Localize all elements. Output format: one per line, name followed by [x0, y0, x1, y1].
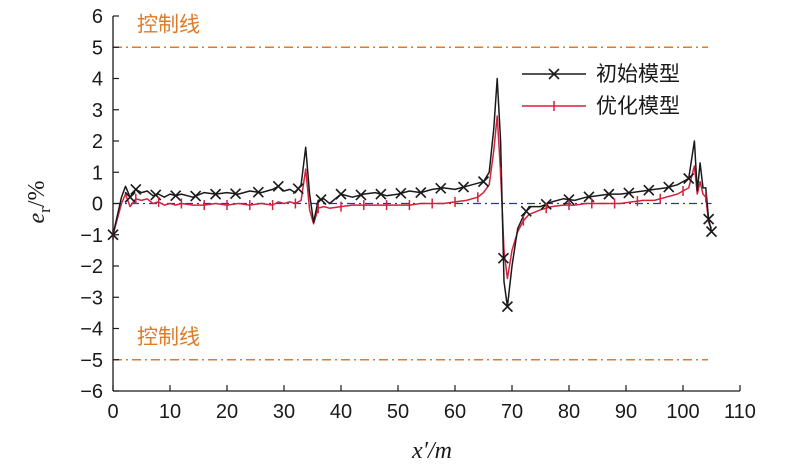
x-tick-label: 60	[444, 401, 466, 423]
marker-initial	[705, 226, 718, 238]
y-tick-label: −6	[80, 381, 103, 403]
y-tick-label: −2	[80, 256, 103, 278]
x-tick-label: 40	[330, 401, 352, 423]
x-tick-label: 110	[724, 401, 756, 423]
y-axis-title: er/%	[24, 181, 54, 224]
x-tick-label: 20	[216, 401, 238, 423]
marker-initial	[315, 194, 327, 206]
marker-initial	[643, 184, 655, 196]
marker-initial	[603, 188, 615, 200]
svg-text:er/%: er/%	[24, 181, 54, 224]
marker-initial	[130, 183, 142, 196]
series-line-initial	[112, 77, 713, 308]
y-tick-label: 0	[92, 194, 103, 216]
x-tick-label: 70	[501, 401, 523, 423]
x-tick-label: 30	[273, 401, 295, 423]
marker-initial	[623, 187, 635, 199]
marker-initial	[190, 190, 202, 202]
marker-initial	[124, 191, 136, 203]
marker-initial	[663, 181, 675, 193]
y-tick-label: −4	[80, 319, 103, 341]
x-tick-label: 10	[159, 401, 181, 423]
marker-initial	[501, 301, 514, 313]
marker-initial	[415, 186, 427, 199]
x-ticks: 0 10 20 30 40 50 60 70 80 90 100 110	[107, 385, 756, 423]
marker-initial	[229, 188, 242, 200]
marker-initial	[703, 213, 715, 225]
y-ticks: −6 −5 −4 −3 −2 −1 0 1 2 3 4 5 6	[80, 6, 119, 403]
x-tick-label: 90	[615, 401, 637, 423]
series-lines	[112, 77, 713, 308]
x-axis-title: x′/m	[411, 438, 452, 464]
marker-initial	[683, 172, 695, 185]
marker-initial	[457, 181, 470, 193]
series-line-optimized	[112, 115, 713, 280]
marker-initial	[375, 188, 387, 200]
y-tick-label: −3	[80, 287, 103, 309]
marker-initial	[252, 186, 264, 198]
y-tick-label: −1	[80, 225, 103, 247]
y-tick-label: 5	[92, 37, 103, 59]
y-tick-label: 3	[92, 100, 103, 122]
marker-initial	[477, 176, 490, 188]
marker-initial	[170, 190, 182, 202]
marker-initial	[272, 180, 284, 192]
marker-initial	[292, 183, 304, 195]
control-line-label-1: 控制线	[137, 12, 200, 36]
y-tick-label: 4	[92, 69, 103, 91]
marker-initial	[520, 205, 532, 217]
marker-initial	[335, 188, 347, 200]
control-line-label-2: 控制线	[137, 325, 200, 349]
x-tick-label: 50	[387, 401, 409, 423]
legend-label-2: 优化模型	[596, 94, 680, 118]
y-tick-label: −5	[80, 350, 103, 372]
x-tick-label: 100	[666, 401, 699, 423]
x-tick-label: 80	[558, 401, 580, 423]
marker-initial	[395, 187, 407, 199]
y-tick-label: 1	[92, 162, 103, 184]
y-tick-label: 2	[92, 131, 103, 153]
marker-initial	[435, 182, 447, 194]
marker-initial	[355, 189, 367, 201]
y-tick-label: 6	[92, 6, 103, 28]
marker-initial	[210, 188, 222, 200]
marker-initial	[563, 194, 575, 206]
series-markers	[107, 167, 718, 313]
x-tick-label: 0	[107, 401, 118, 423]
legend-label-1: 初始模型	[596, 62, 680, 86]
legend-marker-1	[548, 68, 560, 80]
marker-initial	[497, 252, 510, 264]
